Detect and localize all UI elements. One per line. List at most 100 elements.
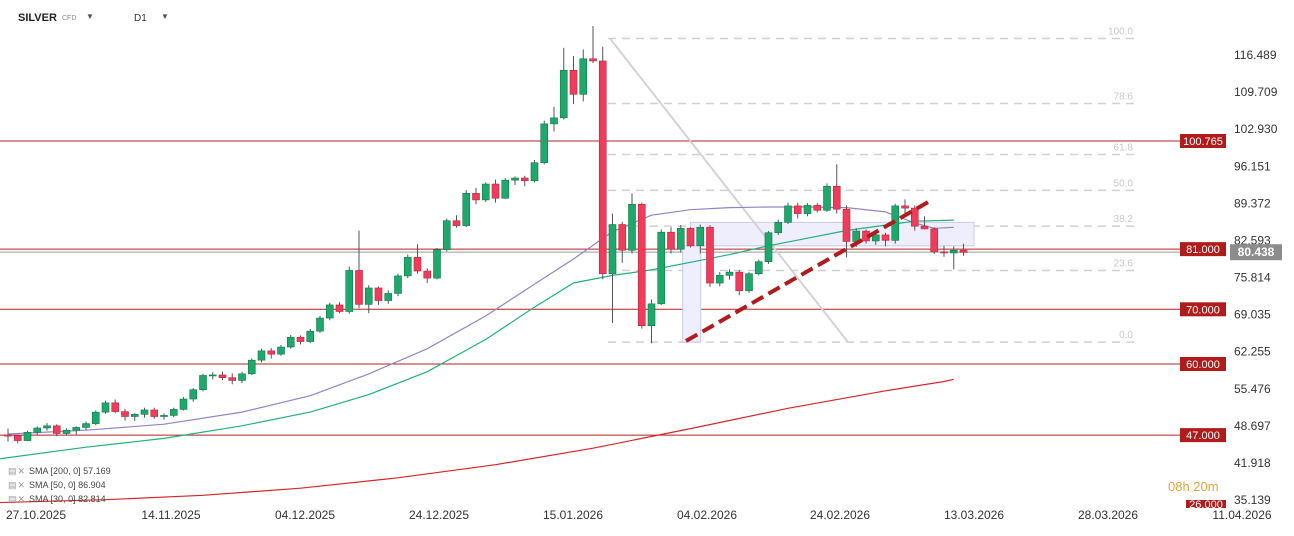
x-axis-tick-label: 04.02.2026 — [677, 508, 737, 522]
level-price-tag — [1180, 302, 1226, 317]
candle-body — [169, 409, 178, 416]
symbol-type: CFD — [62, 15, 77, 22]
candle-body — [910, 207, 919, 227]
trend-line-grey — [609, 37, 849, 343]
candle-body — [696, 226, 705, 247]
candle-body — [793, 205, 802, 214]
candle-body — [121, 411, 129, 417]
candle-body — [91, 411, 100, 424]
trend-line-red-dashed — [685, 199, 931, 343]
eye-close-icon[interactable]: ▤✕ — [8, 466, 27, 476]
level-price-tag — [1180, 242, 1226, 257]
candle-body — [647, 303, 656, 327]
candle-body — [667, 231, 675, 250]
candle-body — [940, 251, 948, 254]
legend-row-sma50[interactable]: ▤✕ SMA [50, 0] 86.904 — [8, 478, 111, 492]
candle-body — [130, 414, 139, 417]
x-axis-tick-label: 28.03.2026 — [1078, 508, 1138, 522]
y-axis-tick-label: 102.930 — [1234, 122, 1278, 136]
candle-body — [238, 373, 246, 381]
sma-line — [0, 378, 954, 504]
fib-level-label: 78.6 — [1114, 91, 1134, 102]
legend-row-sma200[interactable]: ▤✕ SMA [200, 0] 57.169 — [8, 464, 111, 478]
x-axis-tick-label: 13.03.2026 — [944, 508, 1004, 522]
candle-body — [423, 270, 432, 279]
candle-body — [550, 117, 558, 125]
candle-body — [82, 423, 90, 428]
level-price-tag-text: 60.000 — [1186, 359, 1220, 371]
candle-body — [364, 287, 373, 305]
candle-body — [62, 429, 71, 434]
candle-body — [901, 205, 909, 209]
legend-row-sma30[interactable]: ▤✕ SMA [30, 0] 82.814 — [8, 492, 111, 506]
candle-body — [930, 228, 939, 253]
candle-body — [657, 231, 666, 305]
candle-body — [111, 402, 120, 412]
candle-body — [218, 374, 227, 378]
candle-body — [745, 273, 753, 292]
y-axis-tick-label: 109.709 — [1234, 85, 1278, 99]
y-axis-tick-label: 82.593 — [1234, 233, 1271, 247]
candle-body — [335, 304, 344, 312]
fib-level-label: 50.0 — [1114, 178, 1134, 189]
candle-body — [559, 69, 568, 119]
timeframe-dropdown-icon[interactable]: ▼ — [161, 12, 169, 21]
y-axis-tick-label: 55.476 — [1234, 382, 1271, 396]
candle-body — [881, 234, 890, 241]
drawings — [609, 37, 975, 343]
candle-body — [920, 225, 929, 230]
candle-body — [569, 69, 578, 95]
candle-body — [706, 226, 714, 284]
y-axis-tick-label: 69.035 — [1234, 308, 1271, 322]
candle-body — [189, 389, 198, 400]
chart-header: SILVER CFD ▼ D1 ▼ — [0, 0, 300, 34]
y-axis-tick-label: 75.814 — [1234, 271, 1271, 285]
candle-body — [325, 304, 334, 319]
x-axis-tick-label: 27.10.2025 — [6, 508, 66, 522]
sma-line — [0, 219, 954, 460]
candle-body — [316, 317, 324, 332]
level-price-tag — [1180, 428, 1226, 443]
candle-body — [179, 398, 188, 410]
candle-body — [589, 58, 597, 62]
candle-body — [501, 179, 510, 199]
symbol-dropdown-icon[interactable]: ▼ — [86, 12, 94, 21]
candle-countdown: 08h 20m — [1168, 479, 1219, 494]
candle-body — [511, 177, 519, 181]
x-axis-tick-label: 24.02.2026 — [810, 508, 870, 522]
y-axis-tick-label: 41.918 — [1234, 456, 1271, 470]
timeframe-label[interactable]: D1 — [134, 13, 147, 24]
indicator-legend: ▤✕ SMA [200, 0] 57.169 ▤✕ SMA [50, 0] 86… — [8, 464, 111, 506]
candle-body — [472, 193, 480, 201]
candle-body — [296, 336, 305, 342]
candle-body — [871, 234, 880, 242]
price-labels: 100.765 81.000 70.000 60.000 47.000 26.000 80.… — [1180, 134, 1282, 511]
fib-level-label: 23.6 — [1114, 258, 1134, 269]
candle-body — [101, 402, 110, 413]
eye-close-icon[interactable]: ▤✕ — [8, 480, 27, 490]
level-price-tag-text: 100.765 — [1183, 136, 1223, 148]
candle-body — [43, 425, 51, 429]
level-price-tag — [1180, 357, 1226, 372]
candle-body — [491, 183, 500, 199]
y-axis-tick-label: 116.489 — [1234, 48, 1277, 62]
symbol-name[interactable]: SILVER — [18, 12, 57, 24]
candle-body — [598, 60, 607, 275]
candle-body — [355, 270, 363, 305]
candle-body — [374, 287, 383, 301]
candle-body — [267, 350, 276, 355]
candle-body — [735, 271, 744, 292]
candle-body — [725, 271, 734, 276]
candle-body — [959, 249, 968, 253]
legend-label: SMA [200, 0] 57.169 — [29, 466, 111, 476]
fib-level-label: 61.8 — [1114, 143, 1134, 154]
level-price-tag-text: 26.000 — [1189, 499, 1223, 511]
eye-close-icon[interactable]: ▤✕ — [8, 494, 27, 504]
fib-level-label: 100.0 — [1108, 27, 1133, 38]
candle-body — [754, 261, 763, 275]
candle-body — [715, 275, 724, 284]
candle-body — [208, 374, 217, 377]
y-axis-tick-label: 96.151 — [1234, 159, 1271, 173]
